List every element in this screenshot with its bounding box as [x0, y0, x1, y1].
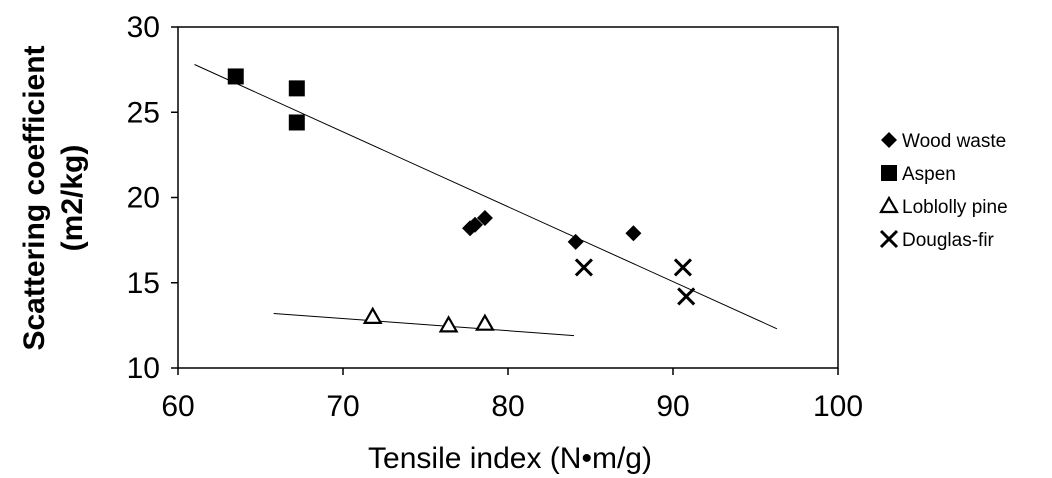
- axes: 60 70 80 90 100 10 15 20 25 30: [127, 11, 863, 423]
- legend-marker-loblolly-pine: [879, 195, 899, 214]
- data-point-loblolly-pine: [438, 315, 459, 333]
- data-point-douglas-fir: [677, 287, 696, 306]
- trend-line: [273, 312, 575, 337]
- data-point-loblolly-pine: [475, 313, 495, 331]
- data-point-loblolly-pine: [362, 306, 383, 324]
- data-point-wood-waste: [567, 233, 584, 250]
- y-tick-label: 20: [127, 182, 160, 215]
- plot-area: [194, 64, 778, 337]
- legend-label-wood-waste: Wood waste: [902, 131, 1006, 152]
- x-tick-label: 60: [161, 390, 194, 423]
- legend-label-loblolly-pine: Loblolly pine: [902, 197, 1008, 218]
- x-tick-label: 90: [656, 390, 689, 423]
- data-point-aspen: [288, 80, 305, 97]
- legend-label-douglas-fir: Douglas-fir: [902, 230, 995, 251]
- x-stroke: [673, 258, 692, 277]
- legend-item-loblolly-pine: Loblolly pine: [879, 195, 1008, 218]
- data-point-wood-waste: [476, 209, 493, 226]
- data-point-aspen: [288, 114, 305, 131]
- legend-label-aspen: Aspen: [902, 164, 956, 185]
- data-point-douglas-fir: [574, 258, 593, 277]
- y-tick-label: 15: [127, 267, 160, 300]
- data-point-aspen: [227, 68, 244, 85]
- x-tick-label: 100: [813, 390, 863, 423]
- data-point-wood-waste: [625, 225, 642, 242]
- x-tick-label: 70: [326, 390, 359, 423]
- x-tick-label: 80: [491, 390, 524, 423]
- legend-item-wood-waste: Wood waste: [881, 131, 1006, 152]
- x-stroke: [574, 258, 593, 277]
- y-tick-label: 25: [127, 96, 160, 129]
- data-point-wood-waste: [467, 216, 483, 233]
- legend-marker-wood-waste: [881, 132, 897, 148]
- x-stroke: [677, 287, 696, 306]
- plot-frame: [177, 26, 839, 369]
- data-point-douglas-fir: [673, 258, 692, 277]
- legend-marker-douglas-fir: [879, 229, 899, 249]
- y-axis-title-line1: Scattering coefficient: [18, 45, 51, 350]
- y-tick-label: 30: [127, 11, 160, 44]
- x-stroke: [879, 229, 899, 249]
- legend: Wood waste Aspen Loblolly pine Douglas-fir: [879, 131, 1008, 251]
- legend-item-douglas-fir: Douglas-fir: [879, 229, 995, 251]
- legend-marker-aspen: [881, 165, 897, 181]
- y-tick-label: 10: [127, 352, 160, 385]
- legend-item-aspen: Aspen: [881, 164, 956, 185]
- y-axis-title-line2: (m2/kg): [56, 145, 89, 252]
- x-axis-title: Tensile index (N•m/g): [368, 442, 652, 475]
- trend-line: [194, 64, 778, 330]
